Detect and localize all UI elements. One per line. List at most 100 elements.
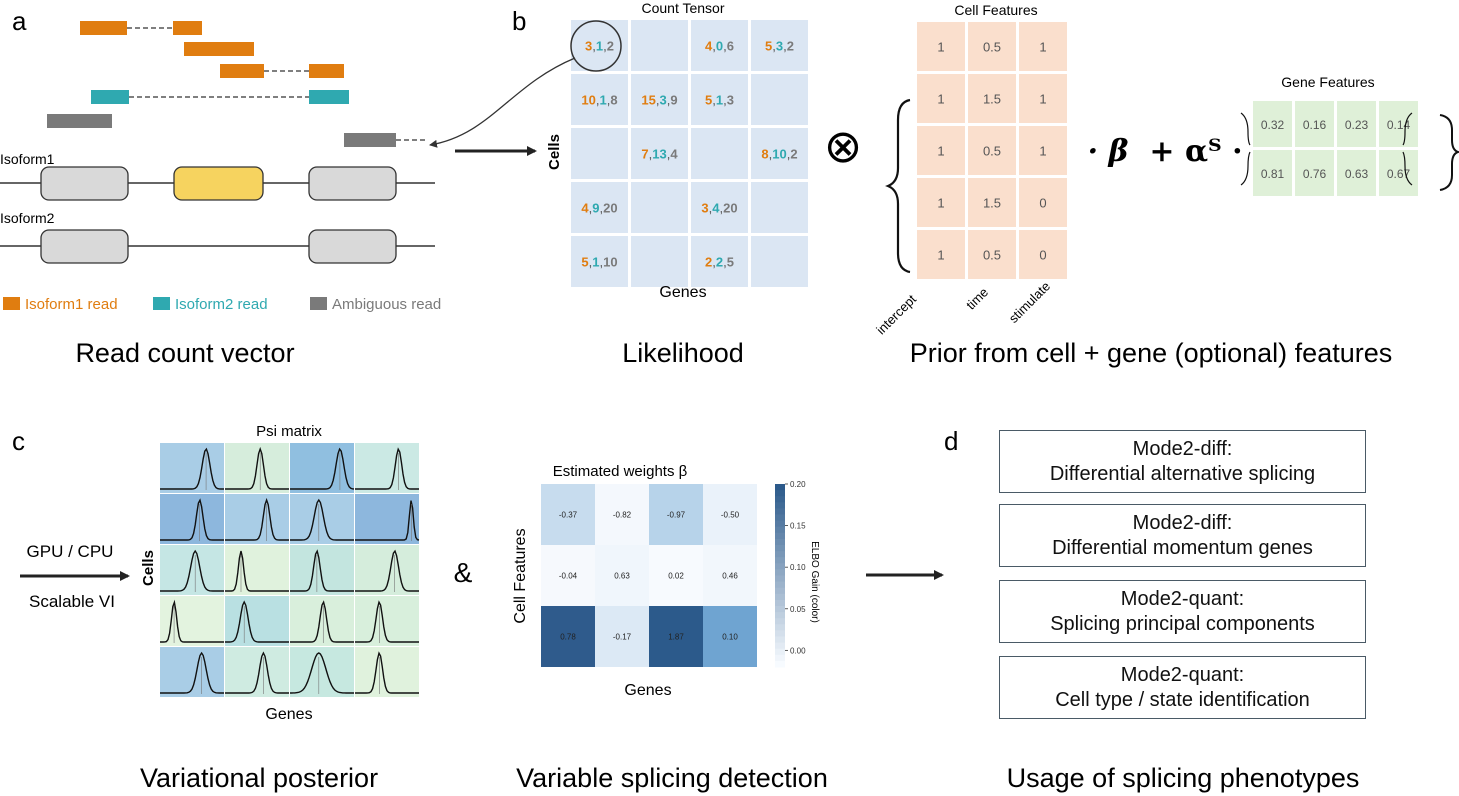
psi-cell	[290, 443, 354, 493]
count-value: 4	[581, 201, 589, 216]
gene-feature-value: 0.63	[1345, 167, 1369, 181]
count-value: 4	[670, 147, 678, 162]
posterior-density-curve	[355, 549, 419, 592]
weight-cell	[541, 606, 595, 667]
count-value: 2	[607, 39, 614, 54]
count-cell	[691, 20, 748, 71]
count-value: 6	[727, 39, 734, 54]
count-value: 1	[600, 93, 607, 108]
count-cell	[571, 20, 628, 71]
count-cell	[691, 74, 748, 125]
psi-cell	[160, 545, 224, 595]
gene-feature-value: 0.16	[1303, 118, 1327, 132]
cells-axis-label: Cells	[546, 134, 563, 170]
panel-letter-a: a	[12, 6, 27, 36]
psi-cell	[355, 647, 419, 697]
colorbar-step	[775, 538, 785, 546]
count-value: 10	[772, 147, 786, 162]
exon-1	[40, 229, 129, 264]
weight-value: 1.87	[668, 633, 684, 642]
count-value: 5	[581, 255, 588, 270]
count-separator: ,	[712, 93, 716, 108]
caption-variable-splicing: Variable splicing detection	[516, 763, 828, 793]
posterior-density-curve	[160, 599, 224, 643]
right-brace	[1439, 114, 1459, 191]
curved-arrow	[429, 57, 576, 148]
gene-feature-cell	[1379, 101, 1418, 147]
weight-cell	[703, 545, 757, 606]
count-separator: ,	[772, 39, 776, 54]
count-value: 2	[705, 255, 712, 270]
weights-title: Estimated weights β	[553, 463, 688, 480]
count-value: 13	[652, 147, 666, 162]
alternative-exon	[173, 166, 264, 201]
count-value: 4	[705, 39, 713, 54]
count-cell	[751, 74, 808, 125]
count-separator: ,	[607, 93, 611, 108]
count-cell-values: 4,9,20	[581, 201, 617, 216]
cell-feature-value: 1	[937, 196, 944, 211]
cell-feature-name-intercept: intercept	[873, 291, 919, 337]
count-value: 10	[603, 255, 617, 270]
count-value: 5	[705, 93, 712, 108]
count-cell	[631, 236, 688, 287]
cell-features-matrix: 1 0.5 1 1 1.5 1 1 0.5 1 1 1.5 0 1 0.5 0	[917, 22, 1067, 279]
colorbar-step	[775, 648, 785, 656]
weight-cell	[649, 484, 703, 545]
count-cell	[631, 182, 688, 233]
colorbar-step	[775, 612, 785, 619]
panel-letter-b: b	[512, 6, 526, 36]
cell-feature-value: 1.5	[983, 196, 1001, 211]
count-value: 10	[581, 93, 595, 108]
psi-cell	[225, 494, 289, 544]
ampersand: &	[454, 557, 473, 588]
count-cell	[571, 236, 628, 287]
legend-label-ambiguous: Ambiguous read	[332, 296, 441, 313]
psi-cell	[355, 545, 419, 595]
count-cell	[751, 182, 808, 233]
count-cell	[571, 128, 628, 179]
isoform1-read-bar	[220, 64, 264, 78]
colorbar-tick-label: 0.05	[790, 605, 806, 614]
colorbar-step	[775, 593, 785, 601]
count-cell-values: 15,3,9	[641, 93, 677, 108]
count-value: 3	[701, 201, 708, 216]
cell-feature-cell	[1019, 22, 1067, 71]
psi-cell	[290, 545, 354, 595]
posterior-density-curve	[160, 651, 224, 694]
psi-cell	[355, 494, 419, 544]
weight-cell	[541, 545, 595, 606]
read-alignments	[47, 21, 428, 147]
colorbar-step	[775, 624, 785, 631]
cell-feature-value: 0	[1039, 248, 1046, 263]
cell-features-title: Cell Features	[954, 2, 1037, 18]
count-value: 2	[790, 147, 797, 162]
count-cell	[751, 236, 808, 287]
legend-swatch-ambiguous	[310, 297, 327, 310]
beta-term: · β	[1088, 134, 1129, 169]
count-cell	[631, 20, 688, 71]
count-tensor-grid: 3,1,2 4,0,6 5,3,210,1,8 15,3,9 5,1,37,13,4 8,…	[571, 20, 808, 287]
psi-cell	[225, 596, 289, 646]
cell-feature-cell	[968, 230, 1016, 279]
cell-feature-cell	[917, 22, 965, 71]
colorbar-step	[775, 532, 785, 540]
posterior-density-curve	[355, 500, 420, 541]
colorbar-step	[775, 630, 785, 637]
posterior-density-curve	[225, 497, 289, 541]
colorbar-step	[775, 545, 785, 552]
count-value: 5	[727, 255, 734, 270]
psi-cell	[160, 494, 224, 544]
count-separator: ,	[720, 201, 724, 216]
colorbar-step	[775, 606, 785, 613]
legend-swatch-isoform1	[3, 297, 20, 310]
weight-value: 0.63	[614, 572, 630, 581]
count-value: 5	[765, 39, 772, 54]
count-cell-values: 4,0,6	[705, 39, 734, 54]
gene-feature-value: 0.67	[1387, 167, 1411, 181]
alpha-transpose-term: + αᵀ ·	[1149, 134, 1242, 169]
count-separator: ,	[787, 147, 791, 162]
count-value: 3	[727, 93, 734, 108]
posterior-density-curve	[290, 652, 354, 694]
colorbar-step	[775, 502, 785, 509]
